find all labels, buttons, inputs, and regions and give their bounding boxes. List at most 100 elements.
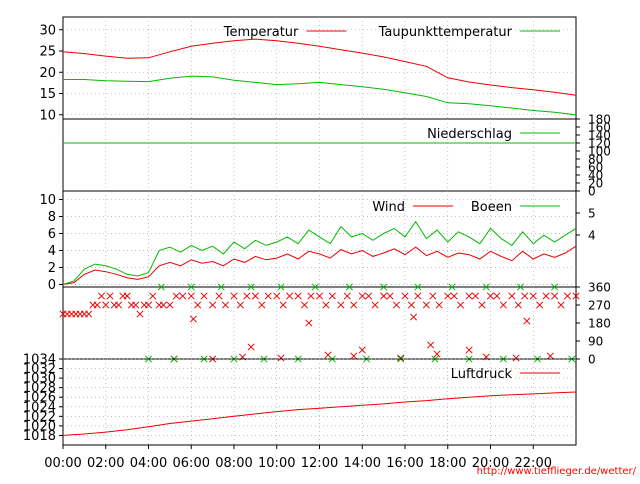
- data-point: [380, 292, 388, 300]
- data-point: [450, 292, 458, 300]
- data-point: [448, 283, 456, 291]
- y-right-tick-label: 100: [588, 145, 611, 159]
- y-tick-label: 4: [48, 244, 56, 259]
- data-point: [414, 292, 422, 300]
- data-point: [123, 292, 131, 300]
- y-right-tick-label: 120: [588, 137, 611, 151]
- x-tick-label: 10:00: [258, 456, 295, 471]
- data-point: [508, 292, 516, 300]
- y-tick-label: 2: [48, 261, 56, 276]
- y-right-tick-label: 180: [588, 113, 611, 127]
- data-point: [512, 354, 520, 362]
- data-point: [251, 292, 259, 300]
- data-point: [514, 301, 522, 309]
- data-point: [144, 301, 153, 309]
- data-point: [536, 301, 544, 309]
- data-point: [358, 292, 366, 300]
- data-point: [350, 301, 358, 309]
- panel-wind: 0 2 4 6 8 10 4 5 Boeen Wind: [39, 190, 596, 293]
- data-point: [521, 292, 529, 300]
- y-tick-label: 8: [48, 210, 56, 225]
- x-tick-label: 14:00: [344, 456, 381, 471]
- y-right-tick-label: 5: [588, 207, 596, 221]
- legend-label: Luftdruck: [451, 367, 513, 382]
- x-tick-label: 08:00: [215, 456, 252, 471]
- legend-label: Boeen: [471, 200, 512, 215]
- data-point: [97, 292, 106, 300]
- data-point: [407, 301, 415, 309]
- x-tick-label: 20:00: [472, 456, 509, 471]
- data-point: [149, 292, 157, 300]
- x-tick-label: 00:00: [44, 456, 81, 471]
- data-point: [465, 346, 473, 354]
- x-tick-label: 12:00: [301, 456, 338, 471]
- data-point: [471, 292, 480, 300]
- data-point: [305, 319, 313, 327]
- data-point: [215, 292, 223, 300]
- y-right-tick-label: 90: [588, 335, 603, 349]
- y-tick-label: 1030: [23, 372, 56, 387]
- data-point: [273, 292, 281, 300]
- data-point: [457, 301, 465, 309]
- data-point: [286, 292, 294, 300]
- data-point: [444, 292, 452, 300]
- series-line: [62, 245, 577, 285]
- data-point: [243, 292, 251, 300]
- data-point: [427, 341, 435, 349]
- y-tick-label: 1020: [23, 419, 56, 434]
- data-point: [166, 301, 174, 309]
- legend-label: Niederschlag: [427, 127, 512, 142]
- y-right-tick-label: 360: [588, 281, 611, 295]
- data-point: [217, 283, 225, 291]
- data-point: [307, 292, 315, 300]
- data-point: [247, 343, 255, 351]
- data-point: [300, 301, 309, 309]
- series-line: [62, 38, 577, 96]
- data-point: [435, 301, 443, 309]
- y-right-tick-label: 60: [588, 161, 603, 175]
- y-tick-label: 30: [39, 23, 56, 38]
- data-point: [277, 354, 285, 362]
- x-tick-label: 04:00: [130, 456, 167, 471]
- data-point: [516, 283, 524, 291]
- legend-label: Wind: [372, 200, 405, 215]
- data-point: [358, 346, 366, 354]
- data-point: [106, 292, 114, 300]
- y-right-tick-label: 180: [588, 317, 611, 331]
- y-tick-label: 1034: [23, 353, 56, 368]
- data-point: [264, 292, 272, 300]
- y-right-tick-label: 20: [588, 177, 603, 191]
- y-right-tick-label: 40: [588, 169, 603, 183]
- data-point: [337, 301, 345, 309]
- data-point: [429, 292, 437, 300]
- data-point: [551, 292, 559, 300]
- data-point: [294, 292, 302, 300]
- data-point: [350, 352, 358, 360]
- data-point: [236, 301, 244, 309]
- data-point: [322, 301, 330, 309]
- data-point: [247, 283, 255, 291]
- data-point: [315, 292, 324, 300]
- data-point: [465, 292, 473, 300]
- data-point: [279, 301, 287, 309]
- data-point: [159, 301, 168, 309]
- data-point: [422, 301, 430, 309]
- y-right-tick-label: 270: [588, 299, 611, 313]
- panel-temperature: 10 15 20 25 30 Taupunkttemperatur Temperatur: [39, 16, 577, 123]
- data-point: [493, 292, 501, 300]
- url-credit: http://www.tiefflieger.de/wetter/: [477, 466, 637, 477]
- data-point: [179, 292, 187, 300]
- data-point: [343, 292, 351, 300]
- y-right-tick-label: 4: [588, 229, 596, 243]
- data-point: [371, 301, 379, 309]
- series-line: [62, 391, 577, 436]
- data-point: [189, 315, 197, 323]
- y-tick-label: 10: [39, 193, 56, 208]
- data-point: [414, 283, 422, 291]
- data-point: [542, 292, 550, 300]
- data-point: [409, 313, 418, 321]
- data-point: [209, 301, 217, 309]
